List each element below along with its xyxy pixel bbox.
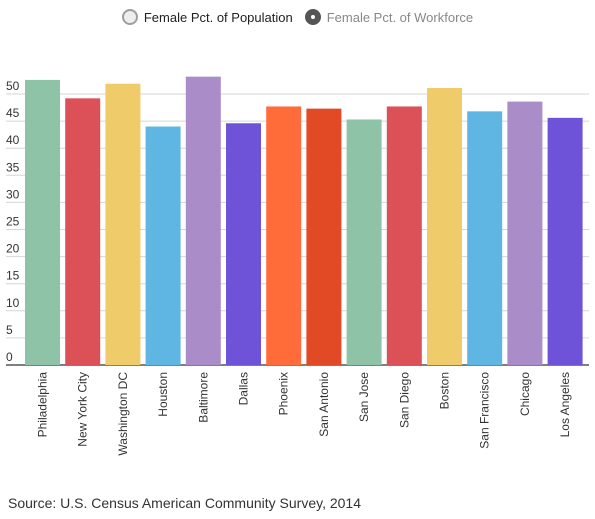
- x-category-label: Dallas: [237, 372, 251, 405]
- legend-item-workforce[interactable]: Female Pct. of Workforce: [304, 9, 474, 25]
- y-tick-label: 25: [6, 215, 20, 229]
- y-tick-label: 35: [6, 160, 20, 174]
- x-category-label: San Antonio: [317, 372, 331, 437]
- x-category-label: Philadelphia: [36, 372, 50, 438]
- bar: [185, 76, 221, 365]
- bar: [306, 108, 342, 365]
- x-category-label: Houston: [156, 372, 170, 417]
- y-tick-label: 15: [6, 269, 20, 283]
- x-category-label: San Jose: [357, 372, 371, 422]
- bar: [145, 126, 181, 366]
- bar: [386, 106, 422, 365]
- radio-selected-icon[interactable]: [304, 9, 321, 25]
- x-category-label: Los Angeles: [558, 372, 572, 437]
- y-tick-label: 45: [6, 106, 20, 120]
- x-category-label: New York City: [76, 372, 90, 447]
- y-tick-label: 10: [6, 296, 20, 310]
- bar: [346, 119, 382, 365]
- x-category-label: San Diego: [397, 372, 411, 428]
- x-category-label: Boston: [438, 372, 452, 409]
- legend-label-workforce: Female Pct. of Workforce: [326, 9, 474, 25]
- x-category-label: Phoenix: [277, 372, 291, 415]
- radio-unselected-icon[interactable]: [121, 9, 138, 25]
- x-category-label: Washington DC: [116, 372, 130, 456]
- bars: [25, 76, 583, 366]
- bar: [105, 83, 141, 366]
- bar: [427, 88, 462, 366]
- x-category-label: Baltimore: [196, 372, 210, 423]
- y-tick-label: 5: [6, 323, 13, 337]
- bar: [547, 117, 583, 366]
- y-tick-label: 0: [6, 350, 13, 364]
- y-tick-label: 50: [6, 79, 20, 93]
- x-axis-labels: Philadelphia New York City Washington DC Ho…: [36, 372, 573, 456]
- legend: Female Pct. of Population Female Pct. of…: [0, 9, 595, 25]
- y-axis-ticks: 0 5 10 15 20 25 30 35 40 45 50: [6, 79, 20, 364]
- legend-label-population: Female Pct. of Population: [143, 9, 293, 25]
- bar: [467, 111, 503, 366]
- bar: [65, 98, 101, 365]
- bar: [226, 123, 261, 365]
- legend-item-population[interactable]: Female Pct. of Population: [121, 9, 293, 25]
- y-tick-label: 40: [6, 133, 20, 147]
- bar: [25, 79, 60, 366]
- x-category-label: San Francisco: [478, 372, 492, 449]
- source-note: Source: U.S. Census American Community S…: [8, 495, 362, 511]
- y-tick-label: 20: [6, 242, 20, 256]
- x-category-label: Chicago: [518, 372, 532, 416]
- bar: [507, 101, 543, 365]
- y-tick-label: 30: [6, 187, 20, 201]
- bar: [266, 106, 302, 365]
